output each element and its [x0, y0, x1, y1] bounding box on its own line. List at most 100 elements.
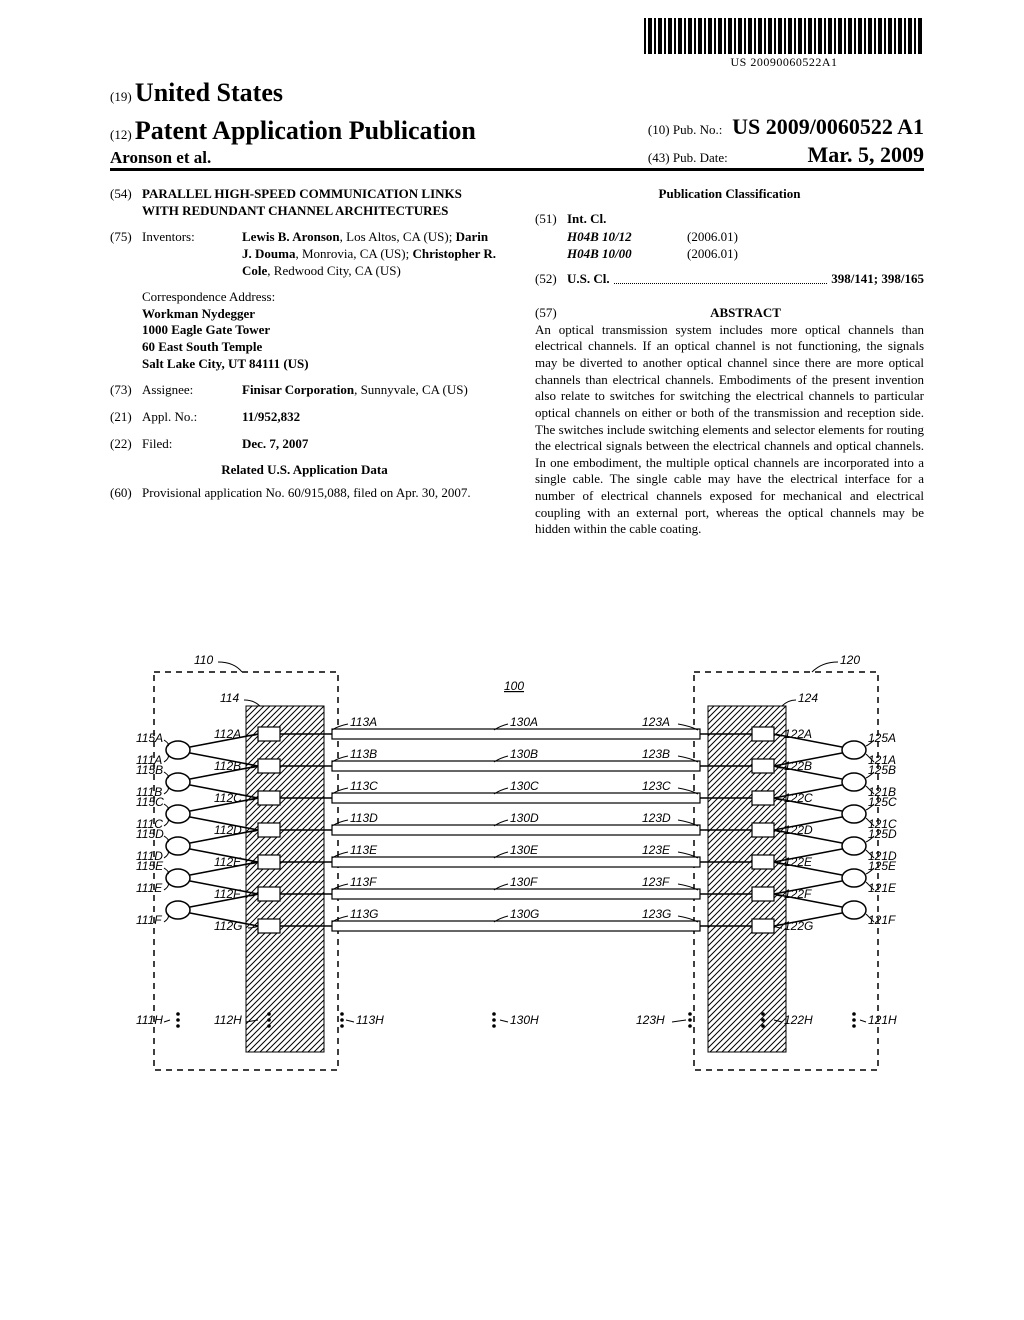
country-name: United States: [135, 78, 283, 107]
pubdate-label: Pub. Date:: [673, 150, 728, 165]
pubno-num: (10): [648, 122, 670, 137]
title-text: PARALLEL HIGH-SPEED COMMUNICATION LINKS …: [142, 186, 499, 219]
svg-text:123D: 123D: [642, 811, 671, 825]
svg-text:130F: 130F: [510, 875, 538, 889]
field-provisional: (60) Provisional application No. 60/915,…: [110, 485, 499, 502]
svg-text:123F: 123F: [642, 875, 670, 889]
svg-text:124: 124: [798, 691, 818, 705]
left-column: (54) PARALLEL HIGH-SPEED COMMUNICATION L…: [110, 186, 499, 538]
svg-text:130G: 130G: [510, 907, 539, 921]
svg-text:113F: 113F: [350, 875, 377, 889]
field-title: (54) PARALLEL HIGH-SPEED COMMUNICATION L…: [110, 186, 499, 219]
prov-text: Provisional application No. 60/915,088, …: [142, 485, 499, 502]
pubdate-line: (43) Pub. Date: Mar. 5, 2009: [648, 142, 924, 168]
abstract-num: (57): [535, 305, 567, 322]
svg-text:112B: 112B: [214, 759, 241, 773]
svg-text:111B: 111B: [136, 785, 162, 799]
field-intcl: (51) Int. Cl.: [535, 211, 924, 228]
uscl-label: U.S. Cl.: [567, 271, 610, 288]
barcode-text: US 20090060522A1: [644, 55, 924, 70]
svg-text:111D: 111D: [136, 849, 163, 863]
svg-text:122H: 122H: [784, 1013, 813, 1027]
pubno-line: (10) Pub. No.: US 2009/0060522 A1: [648, 114, 924, 140]
abstract-header-row: (57) ABSTRACT: [535, 305, 924, 322]
field-applno: (21) Appl. No.: 11/952,832: [110, 409, 499, 426]
svg-text:112C: 112C: [214, 791, 242, 805]
svg-text:112A: 112A: [214, 727, 241, 741]
svg-text:123G: 123G: [642, 907, 671, 921]
svg-text:113G: 113G: [350, 907, 378, 921]
field-assignee: (73) Assignee: Finisar Corporation, Sunn…: [110, 382, 499, 399]
svg-text:113H: 113H: [356, 1013, 384, 1027]
svg-text:123E: 123E: [642, 843, 671, 857]
title-num: (54): [110, 186, 142, 219]
svg-text:111F: 111F: [136, 913, 162, 927]
header-rule: [110, 168, 924, 171]
country-num: (19): [110, 89, 132, 104]
barcode: [644, 18, 924, 54]
filed-num: (22): [110, 436, 142, 453]
assignee-num: (73): [110, 382, 142, 399]
svg-text:130E: 130E: [510, 843, 539, 857]
svg-text:112D: 112D: [214, 823, 242, 837]
doc-type: Patent Application Publication: [135, 116, 476, 145]
svg-text:112G: 112G: [214, 919, 242, 933]
filed-value: Dec. 7, 2007: [242, 436, 308, 451]
svg-text:123A: 123A: [642, 715, 670, 729]
inventors-num: (75): [110, 229, 142, 279]
applno-num: (21): [110, 409, 142, 426]
abstract-text: An optical transmission system includes …: [535, 322, 924, 538]
svg-text:123H: 123H: [636, 1013, 665, 1027]
svg-text:115A: 115A: [136, 731, 163, 745]
pubclass-header: Publication Classification: [535, 186, 924, 203]
pubdate-num: (43): [648, 150, 670, 165]
corr-lines: Workman Nydegger1000 Eagle Gate Tower60 …: [142, 306, 499, 373]
uscl-num: (52): [535, 271, 567, 288]
related-header: Related U.S. Application Data: [110, 462, 499, 479]
svg-text:120: 120: [840, 653, 860, 667]
corr-label: Correspondence Address:: [142, 289, 499, 306]
figure-diagram: 100110120114124112A113A130A123A122A112B1…: [134, 650, 898, 1090]
inventors-label: Inventors:: [142, 229, 242, 279]
doc-num: (12): [110, 127, 132, 142]
svg-text:111E: 111E: [136, 881, 163, 895]
svg-text:130D: 130D: [510, 811, 539, 825]
svg-text:113B: 113B: [350, 747, 377, 761]
inventors-value: Lewis B. Aronson, Los Altos, CA (US); Da…: [242, 229, 499, 279]
svg-text:125A: 125A: [868, 731, 896, 745]
applno-value: 11/952,832: [242, 409, 300, 424]
abstract-header: ABSTRACT: [567, 305, 924, 322]
svg-text:113C: 113C: [350, 779, 378, 793]
right-column: Publication Classification (51) Int. Cl.…: [535, 186, 924, 538]
header-country: (19) United States: [110, 78, 924, 108]
prov-num: (60): [110, 485, 142, 502]
assignee-label: Assignee:: [142, 382, 242, 399]
header-doc-type: (12) Patent Application Publication: [110, 116, 476, 146]
svg-text:112E: 112E: [214, 855, 242, 869]
barcode-block: US 20090060522A1: [644, 18, 924, 70]
svg-text:113A: 113A: [350, 715, 377, 729]
svg-text:130H: 130H: [510, 1013, 539, 1027]
uscl-value: 398/141; 398/165: [831, 271, 924, 288]
svg-text:111A: 111A: [136, 753, 162, 767]
svg-text:123B: 123B: [642, 747, 670, 761]
svg-text:114: 114: [220, 691, 239, 705]
intcl-rows: H04B 10/12(2006.01)H04B 10/00(2006.01): [567, 229, 924, 262]
field-filed: (22) Filed: Dec. 7, 2007: [110, 436, 499, 453]
svg-text:121H: 121H: [868, 1013, 897, 1027]
svg-text:113E: 113E: [350, 843, 378, 857]
svg-text:110: 110: [194, 653, 213, 667]
intcl-num: (51): [535, 211, 567, 228]
applno-label: Appl. No.:: [142, 409, 242, 426]
svg-text:111H: 111H: [136, 1013, 163, 1027]
pubdate-value: Mar. 5, 2009: [807, 142, 924, 168]
svg-text:123C: 123C: [642, 779, 671, 793]
uscl-dots: [614, 271, 828, 285]
body-columns: (54) PARALLEL HIGH-SPEED COMMUNICATION L…: [110, 186, 924, 538]
filed-label: Filed:: [142, 436, 242, 453]
field-inventors: (75) Inventors: Lewis B. Aronson, Los Al…: [110, 229, 499, 279]
assignee-value: Finisar Corporation, Sunnyvale, CA (US): [242, 382, 499, 399]
svg-text:111C: 111C: [136, 817, 163, 831]
svg-text:113D: 113D: [350, 811, 378, 825]
pubno-value: US 2009/0060522 A1: [732, 114, 924, 139]
